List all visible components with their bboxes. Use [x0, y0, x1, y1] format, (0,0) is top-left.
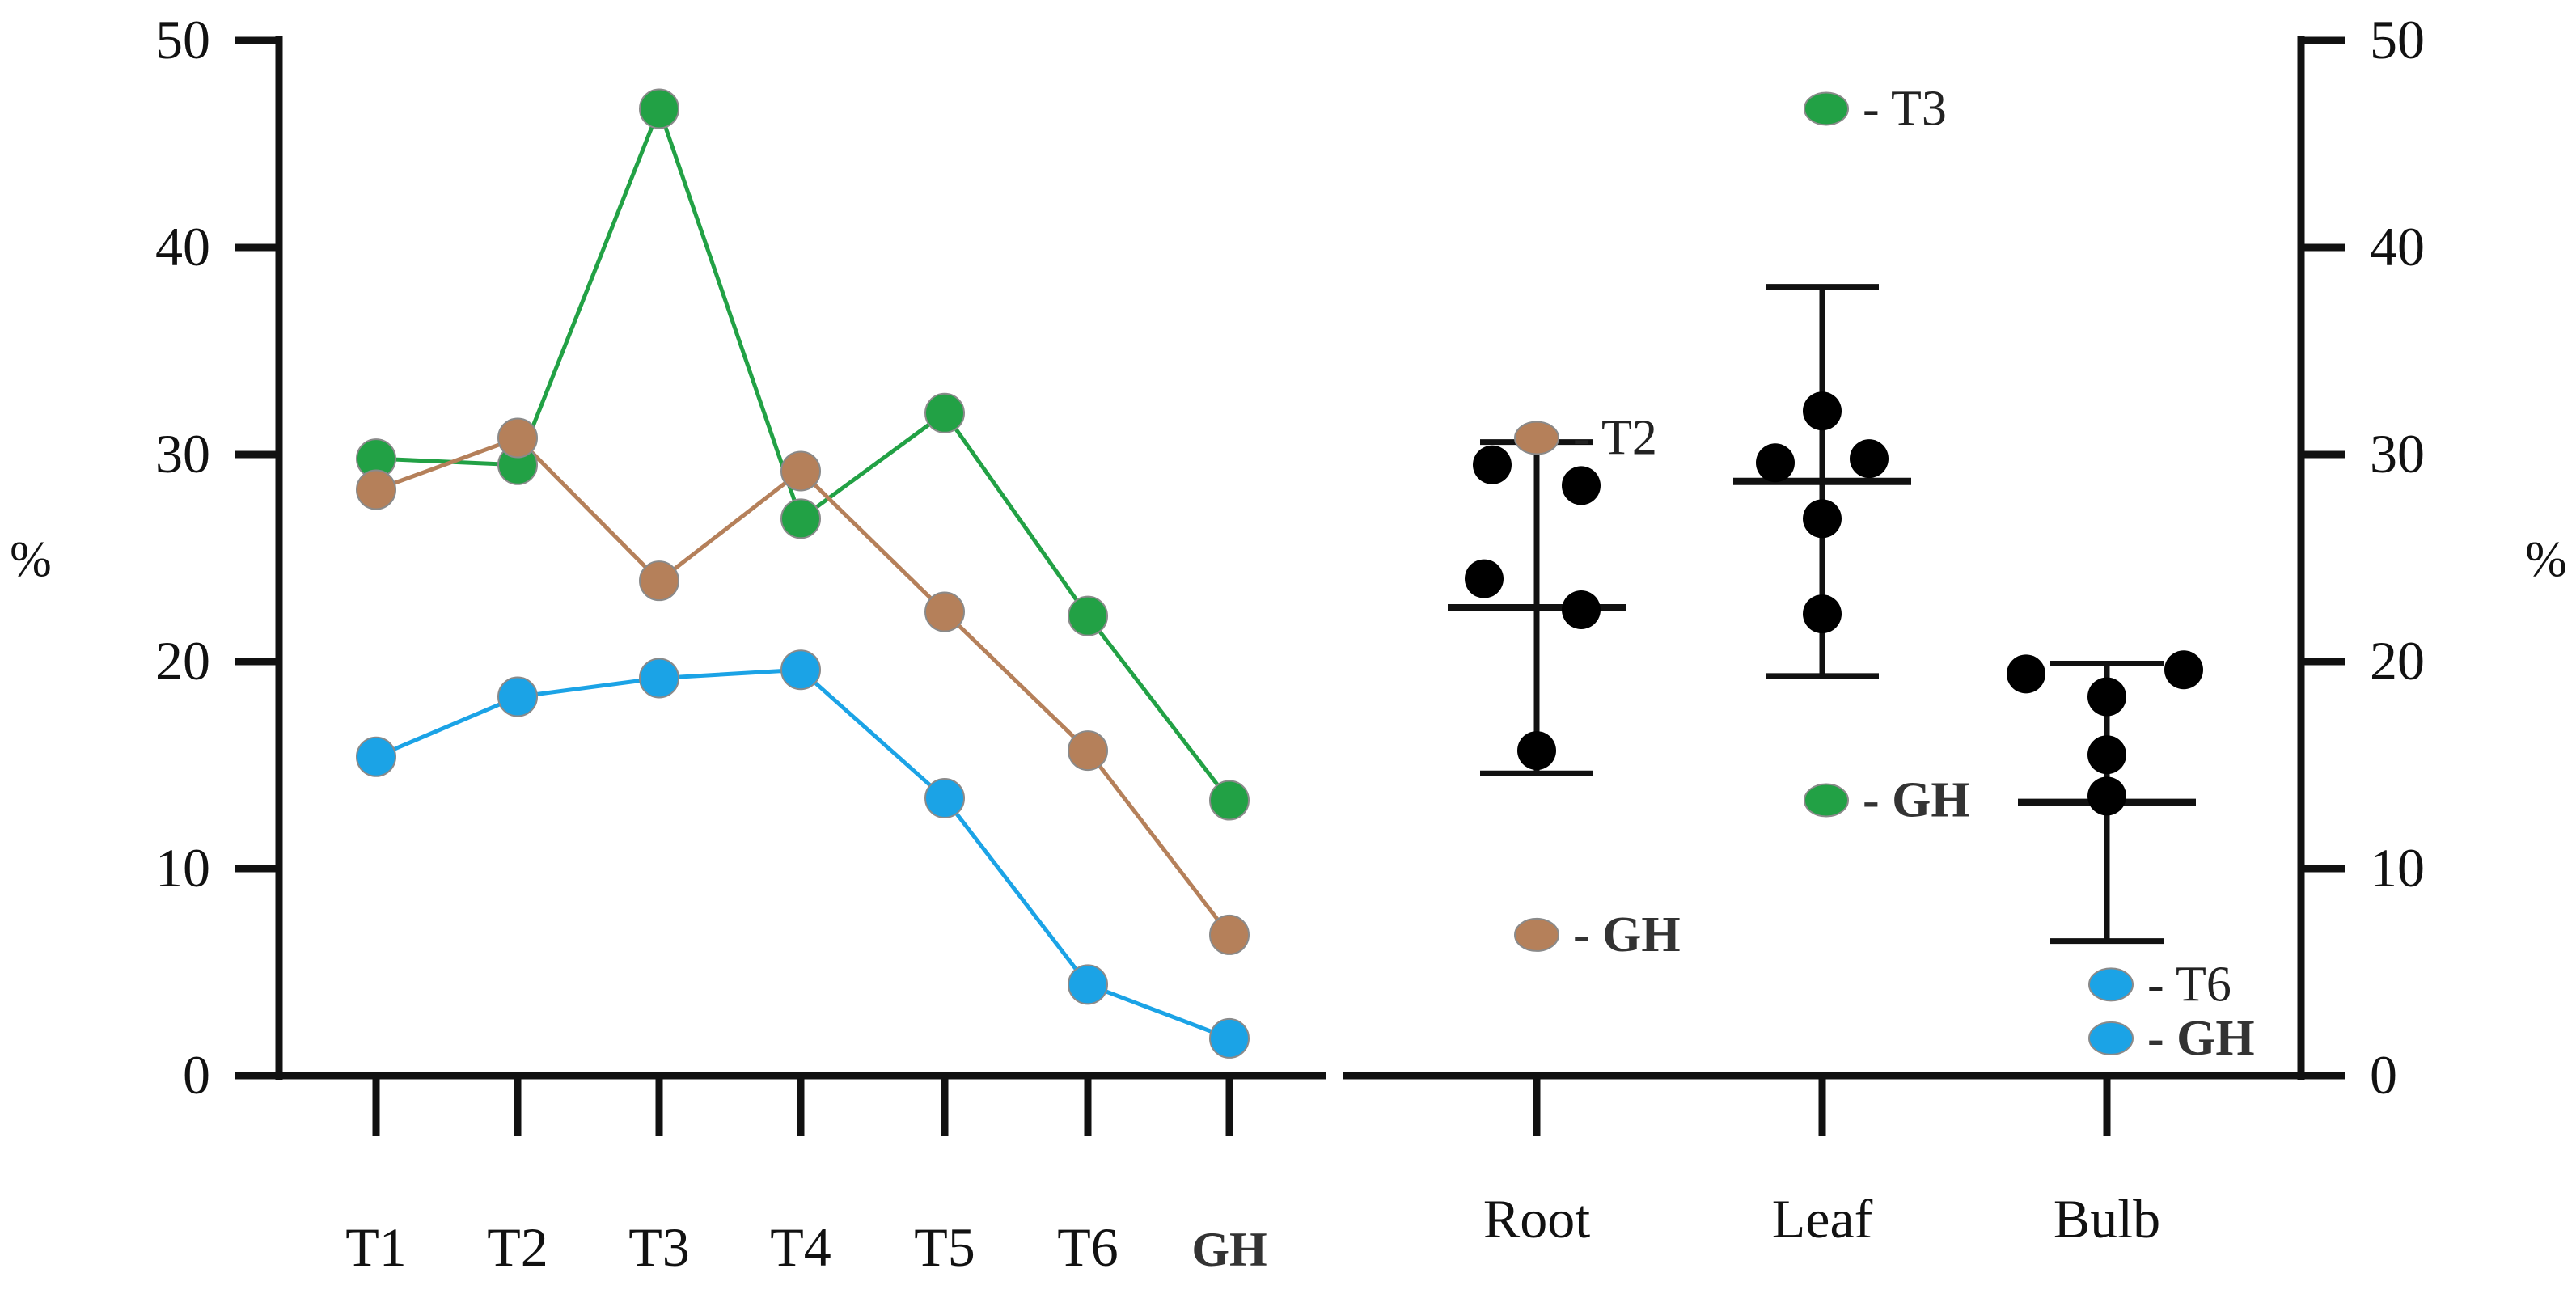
right-y-tick-label: 50 — [2370, 9, 2425, 70]
scatter-point-bulb — [2087, 735, 2126, 775]
left-x-tick-label: T6 — [1057, 1216, 1119, 1278]
left-x-tick-label: T5 — [914, 1216, 975, 1278]
data-point-blue — [1068, 964, 1108, 1005]
data-point-blue — [639, 658, 679, 699]
annotation-label: - GH — [1863, 773, 1970, 828]
annotation-label: - T2 — [1573, 411, 1657, 466]
left-x-tick-label: T3 — [628, 1216, 690, 1278]
data-points-layer — [356, 88, 2203, 1059]
data-point-brown — [356, 469, 396, 510]
left-x-tick-label: T4 — [770, 1216, 831, 1278]
annotation-marker — [1514, 421, 1559, 455]
right-x-tick-label: Root — [1483, 1188, 1590, 1250]
data-point-brown — [780, 450, 821, 492]
annotation-marker — [1804, 91, 1849, 126]
right-y-tick-label: 40 — [2370, 216, 2425, 277]
right-y-axis-label: % — [2525, 532, 2567, 587]
scatter-point-root — [1473, 445, 1512, 484]
data-point-brown — [639, 560, 679, 602]
data-point-blue — [780, 649, 821, 691]
data-point-blue — [356, 736, 396, 777]
scatter-point-leaf — [1850, 439, 1889, 479]
left-y-tick-label: 10 — [155, 837, 210, 899]
right-y-tick-label: 10 — [2370, 837, 2425, 899]
data-point-green — [1068, 595, 1108, 636]
data-point-blue — [1209, 1017, 1250, 1059]
annotation-marker — [2088, 1021, 2134, 1055]
data-point-brown — [924, 591, 965, 632]
right-x-tick-label: Bulb — [2054, 1188, 2160, 1250]
data-point-green — [924, 392, 965, 433]
scatter-point-leaf — [1803, 499, 1842, 539]
left-y-tick-label: 40 — [155, 216, 210, 277]
annotation-label: - GH — [1573, 907, 1681, 962]
annotation-marker — [1804, 783, 1849, 818]
scatter-point-bulb — [2164, 650, 2203, 690]
scatter-point-leaf — [1756, 443, 1795, 483]
data-point-brown — [1068, 730, 1108, 772]
labels-layer: 0 10 20 30 40 50 0 10 20 30 40 50% % T1 T2 T3 T4 T5 T6 GH Ro… — [10, 9, 2567, 1278]
left-y-axis-label: % — [10, 532, 52, 587]
data-point-brown — [1209, 914, 1250, 955]
scatter-point-bulb — [2007, 654, 2045, 694]
right-x-tick-label: Leaf — [1772, 1188, 1873, 1250]
left-x-tick-label: T1 — [345, 1216, 407, 1278]
data-point-green — [1209, 780, 1250, 821]
right-y-tick-label: 0 — [2370, 1044, 2397, 1106]
scatter-point-bulb — [2087, 677, 2126, 717]
data-point-green — [780, 498, 821, 539]
left-x-tick-label: T2 — [487, 1216, 548, 1278]
annotation-marker — [2088, 967, 2134, 1002]
left-y-tick-label: 0 — [183, 1044, 210, 1106]
right-y-tick-label: 20 — [2370, 630, 2425, 691]
left-x-tick-label: GH — [1191, 1223, 1267, 1276]
axes-layer — [235, 36, 2345, 1136]
data-point-green — [639, 88, 679, 129]
data-point-blue — [497, 676, 538, 717]
right-y-tick-label: 30 — [2370, 423, 2425, 484]
scatter-point-leaf — [1803, 594, 1842, 634]
data-point-brown — [497, 417, 538, 459]
left-y-tick-label: 20 — [155, 630, 210, 691]
annotation-label: - GH — [2147, 1011, 2255, 1066]
left-y-tick-label: 30 — [155, 423, 210, 484]
scatter-point-bulb — [2087, 776, 2126, 816]
scatter-point-root — [1465, 559, 1504, 598]
data-point-blue — [924, 777, 965, 818]
left-y-tick-label: 50 — [155, 9, 210, 70]
scatter-point-root — [1562, 590, 1601, 629]
scatter-point-root — [1562, 466, 1601, 505]
scatter-point-root — [1517, 731, 1556, 771]
annotation-marker — [1514, 917, 1559, 952]
scatter-point-leaf — [1803, 391, 1842, 431]
annotation-label: - T6 — [2147, 957, 2231, 1012]
annotation-label: - T3 — [1863, 81, 1947, 136]
